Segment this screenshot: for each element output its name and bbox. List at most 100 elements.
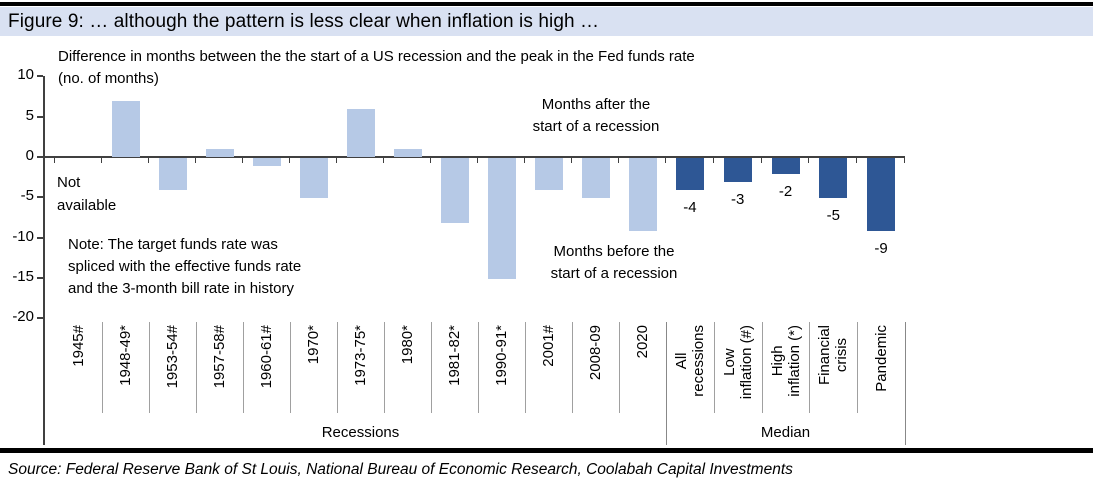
x-category-label: 1957-58# <box>211 325 228 389</box>
category-separator <box>713 322 715 413</box>
category-separator <box>431 322 432 413</box>
y-axis-tick-label: 5 <box>25 106 34 124</box>
x-category-label: 2020 <box>634 325 651 359</box>
category-boundary-tick <box>101 158 102 163</box>
y-axis-tick <box>37 156 43 158</box>
bottom-divider <box>0 448 1093 453</box>
category-separator <box>572 322 573 413</box>
category-boundary-tick <box>289 158 290 163</box>
category-boundary-tick <box>148 158 149 163</box>
y-axis-tick-label: -15 <box>12 268 34 286</box>
category-boundary-tick <box>524 158 525 163</box>
x-category-label: Pandemic <box>872 325 890 392</box>
annotation-note: Note: The target funds rate was spliced … <box>68 236 302 297</box>
category-boundary-tick <box>430 158 431 163</box>
bar <box>393 148 422 157</box>
category-separator <box>619 322 620 413</box>
source-text: Source: Federal Reserve Bank of St Louis… <box>8 461 793 478</box>
category-separator <box>761 322 763 413</box>
x-category-label: 1973-75* <box>352 325 369 386</box>
y-axis-tick-label: -20 <box>12 308 34 326</box>
category-boundary-tick <box>618 158 619 163</box>
category-separator <box>525 322 526 413</box>
bar <box>252 158 281 167</box>
y-axis-tick-label: -10 <box>12 227 34 245</box>
x-category-label: 1990-91* <box>493 325 510 386</box>
group-label: Recessions <box>321 424 400 441</box>
bar <box>158 158 187 191</box>
bar <box>111 100 140 157</box>
x-category-label: 2008-09 <box>587 325 604 381</box>
y-axis-tick <box>37 236 43 239</box>
y-axis-tick <box>37 75 43 78</box>
y-axis-tick-label: 10 <box>17 66 34 84</box>
bar <box>299 158 328 199</box>
annotation-months-after: Months after the start of a recession <box>532 96 660 135</box>
bar <box>819 158 848 199</box>
category-boundary-tick <box>54 158 55 163</box>
y-axis-line <box>43 76 45 445</box>
bar-value-label: -2 <box>778 183 793 201</box>
x-category-label: 1980* <box>399 325 416 365</box>
bar <box>723 158 752 183</box>
bar <box>205 148 234 157</box>
category-boundary-tick <box>336 158 337 163</box>
category-boundary-tick <box>383 158 384 163</box>
figure-title-bar: Figure 9: … although the pattern is less… <box>0 7 1093 36</box>
figure-title: Figure 9: … although the pattern is less… <box>8 10 600 32</box>
annotation-not-available: Not available <box>57 174 117 214</box>
category-separator <box>857 322 859 413</box>
category-separator <box>196 322 197 413</box>
bar <box>867 158 896 231</box>
category-boundary-tick <box>712 158 714 163</box>
bar-value-label: -9 <box>874 239 888 257</box>
chart-subtitle-line2: (no. of months) <box>58 70 159 87</box>
category-boundary-tick <box>477 158 478 163</box>
chart-subtitle: Difference in months between the the sta… <box>58 46 695 90</box>
x-category-label: 1945# <box>70 325 87 367</box>
x-category-label: 1960-61# <box>258 325 275 389</box>
group-separator <box>666 322 667 445</box>
category-separator <box>102 322 103 413</box>
bar-value-label: -5 <box>826 207 840 225</box>
y-axis-tick <box>37 317 43 320</box>
category-separator <box>290 322 291 413</box>
bar <box>534 158 563 191</box>
bar <box>346 108 375 157</box>
category-separator <box>809 322 811 413</box>
category-boundary-tick <box>760 158 762 163</box>
x-category-label: 1981-82* <box>446 325 463 386</box>
top-divider <box>0 2 1093 6</box>
x-category-label: 1970* <box>305 325 322 365</box>
category-boundary-tick <box>665 158 666 163</box>
bar <box>771 158 800 175</box>
category-boundary-tick <box>195 158 196 163</box>
x-category-label: High inflation (*) <box>768 325 803 397</box>
category-separator <box>337 322 338 413</box>
category-boundary-tick <box>808 158 810 163</box>
x-axis-zero-line <box>43 156 905 158</box>
bar <box>628 158 657 231</box>
y-axis-tick <box>37 277 43 280</box>
category-separator <box>384 322 385 413</box>
bar <box>487 158 516 280</box>
group-separator <box>905 322 906 445</box>
x-category-label: 1948-49* <box>117 325 134 386</box>
annotation-months-before: Months before the start of a recession <box>550 243 678 282</box>
bar <box>440 158 469 223</box>
x-category-label: Low inflation (#) <box>720 325 755 400</box>
category-boundary-tick <box>571 158 572 163</box>
x-category-label: Financial crisis <box>816 325 851 386</box>
y-axis-tick-label: -5 <box>20 187 34 205</box>
category-separator <box>478 322 479 413</box>
bar-value-label: -4 <box>683 199 697 217</box>
x-category-label: 2001# <box>540 325 557 367</box>
bar <box>581 158 610 199</box>
category-boundary-tick <box>904 158 905 163</box>
group-label: Median <box>760 424 811 441</box>
category-boundary-tick <box>856 158 858 163</box>
bar <box>675 158 704 191</box>
category-separator <box>243 322 244 413</box>
y-axis-tick <box>37 115 43 118</box>
